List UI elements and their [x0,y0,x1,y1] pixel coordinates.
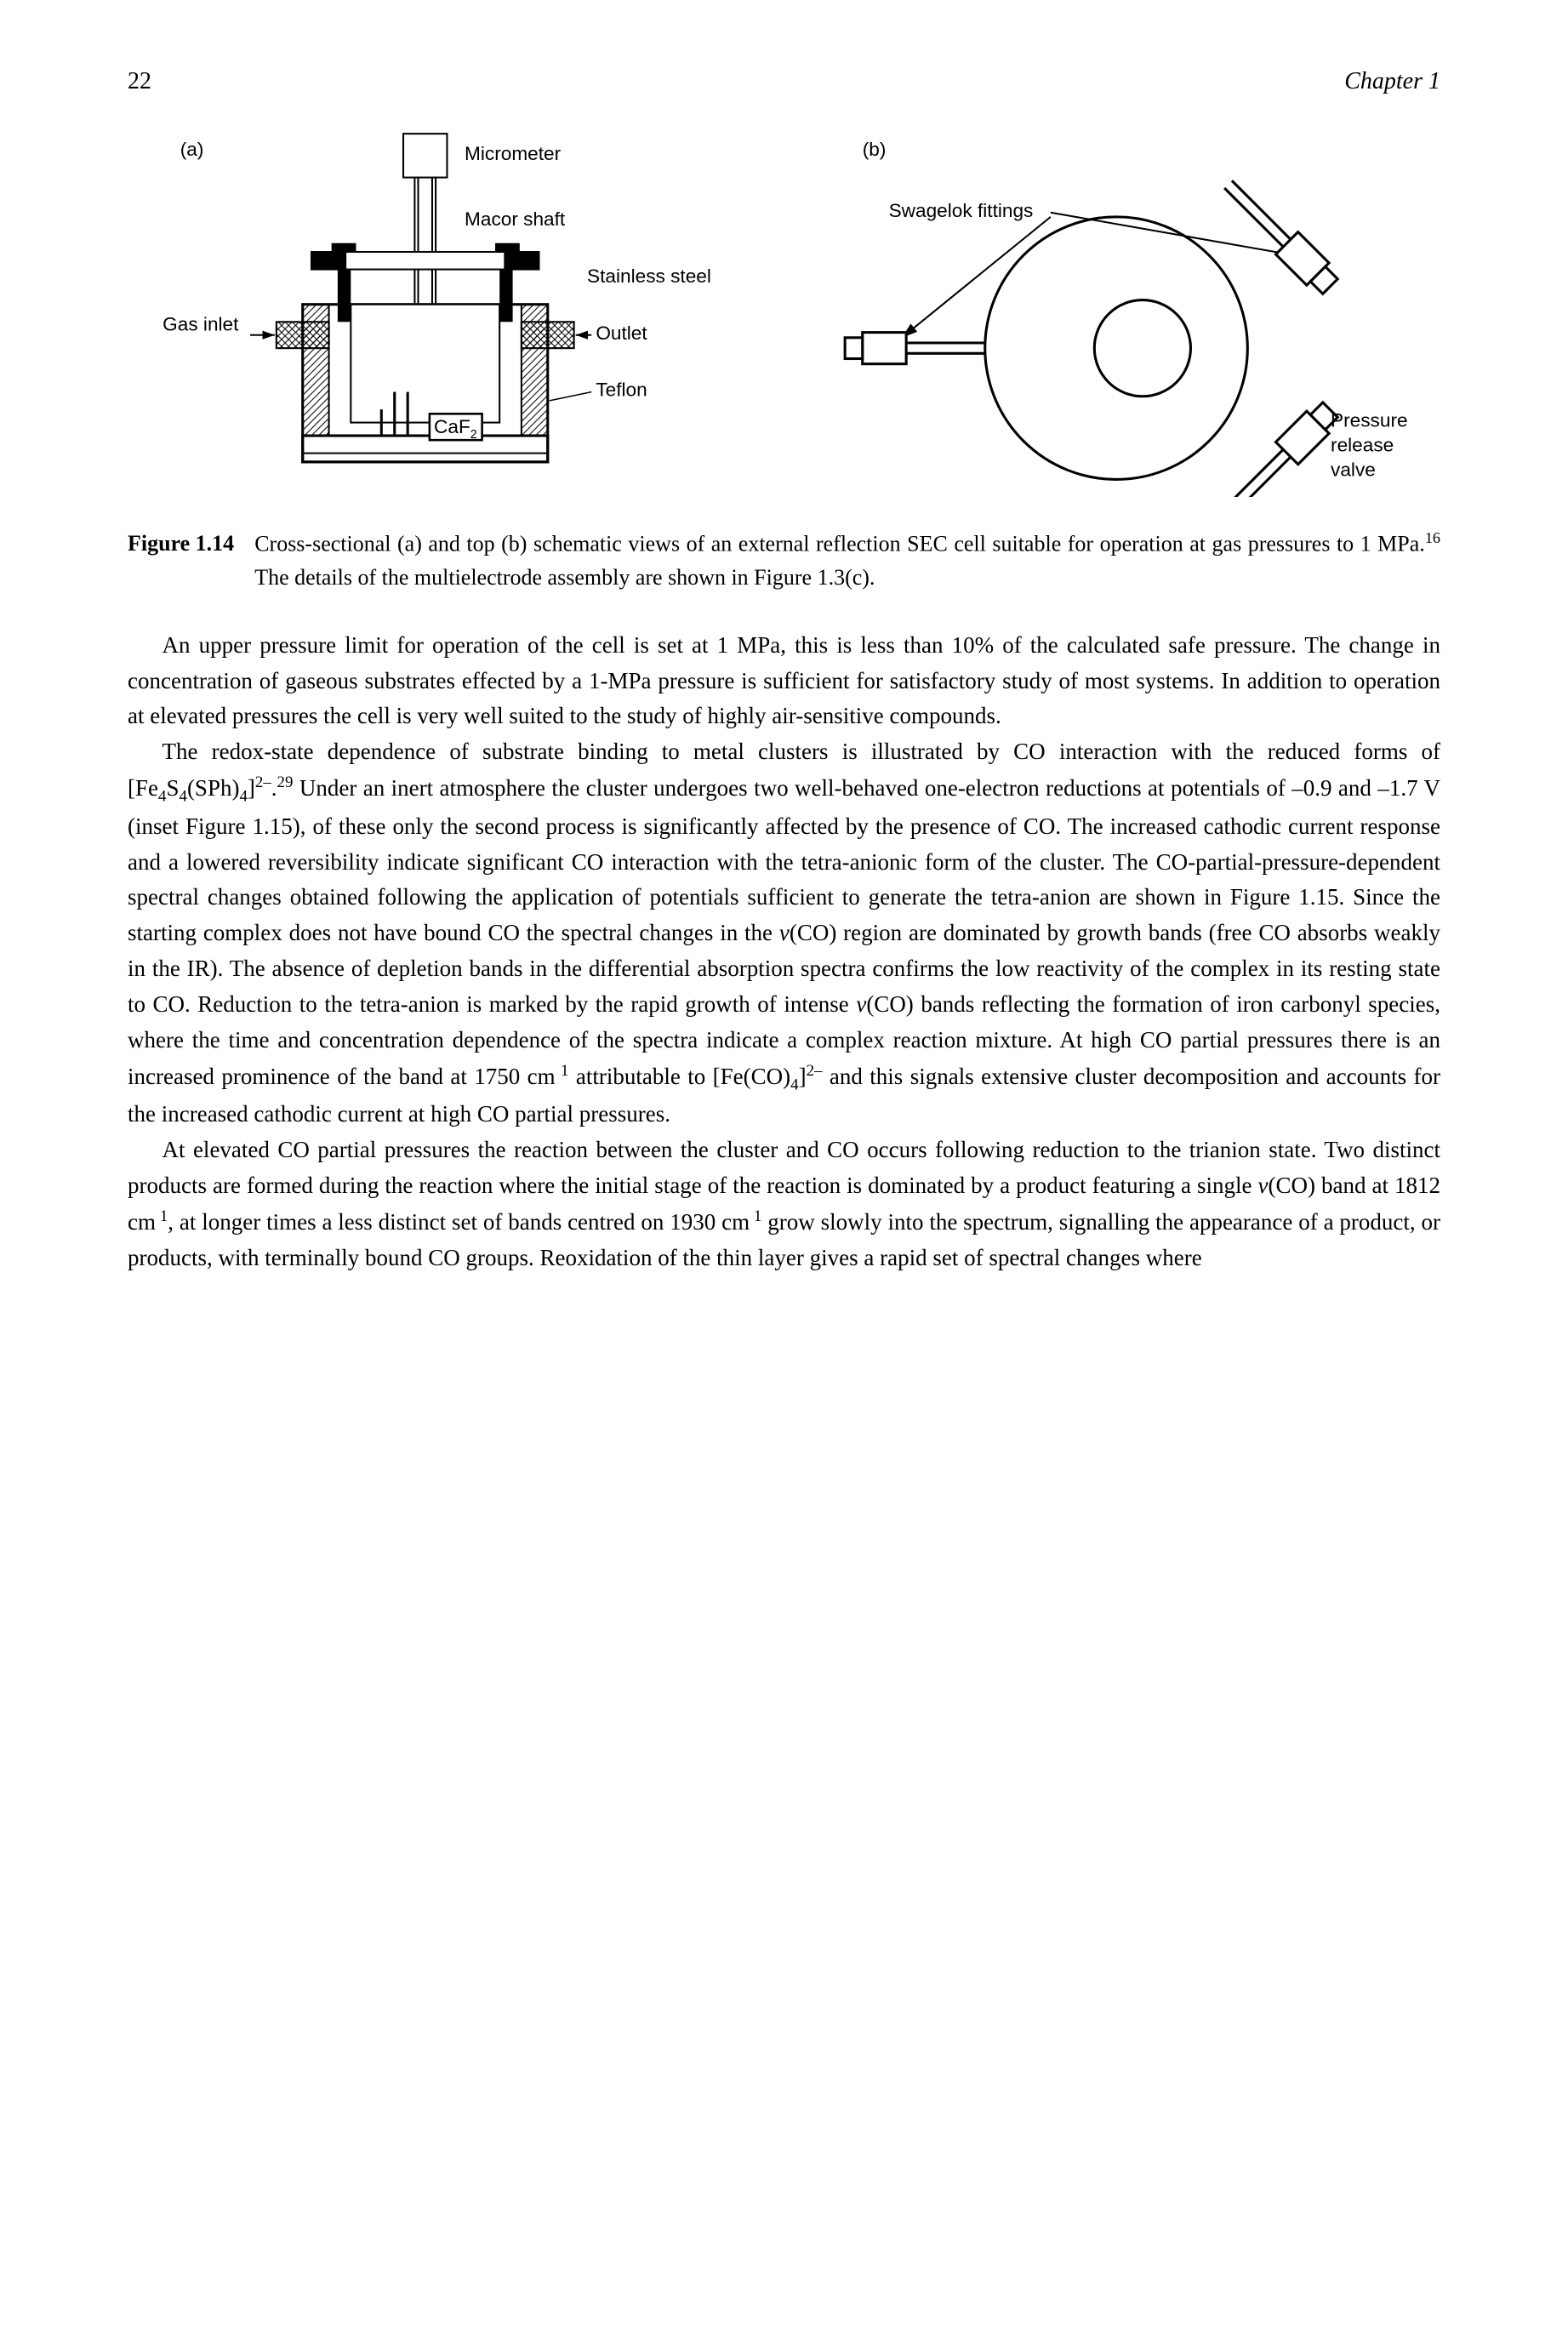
page-number: 22 [128,68,151,95]
p2-seg-c: (SPh) [187,775,240,801]
figure-panel-a: (a) Micrometer Macor shaft Stainless ste… [128,129,758,501]
pressure-release-l2: release [1331,435,1394,456]
page-header: 22 Chapter 1 [128,68,1440,95]
para-1: An upper pressure limit for operation of… [128,628,1440,735]
micrometer-label: Micrometer [465,143,562,164]
p2-seg-j: attributable to [Fe(CO) [569,1064,791,1089]
sub-4c: 4 [239,787,247,805]
figure-caption: Figure 1.14 Cross-sectional (a) and top … [128,527,1440,594]
p2-seg-b: S [166,775,179,801]
sup-neg1-c: 1 [750,1207,761,1225]
figure-diagrams: (a) Micrometer Macor shaft Stainless ste… [128,129,1440,501]
teflon-label: Teflon [596,379,647,401]
panel-a-svg: (a) Micrometer Macor shaft Stainless ste… [128,129,758,497]
outlet-label: Outlet [596,322,647,344]
pressure-release-l1: Pressure [1331,410,1408,431]
panel-b-label: (b) [863,139,887,160]
figure-panel-b: (b) Swagelok fittings [810,129,1440,501]
figure-caption-text: Cross-sectional (a) and top (b) schemati… [254,527,1440,594]
panel-a-label: (a) [180,139,204,160]
ref-29: 29 [277,773,294,791]
sub-4d: 4 [790,1076,798,1093]
figure-label: Figure 1.14 [128,527,234,594]
sup-neg1-b: 1 [156,1207,168,1225]
gas-inlet-label: Gas inlet [163,314,239,335]
sub-4b: 4 [179,787,186,805]
stainless-steel-label: Stainless steel [587,265,711,287]
sup-2minus-b: 2– [807,1062,823,1080]
sup-neg1-a: 1 [556,1062,569,1080]
pressure-release-l3: valve [1331,459,1376,480]
p2-seg-d: ] [248,775,255,801]
chapter-label: Chapter 1 [1344,68,1440,95]
nu-3: ν [1258,1173,1269,1198]
panel-b-svg: (b) Swagelok fittings [810,129,1440,497]
figure-1-14: (a) Micrometer Macor shaft Stainless ste… [128,129,1440,594]
caption-part-1: Cross-sectional (a) and top (b) schemati… [254,532,1425,556]
caption-part-2: The details of the multielectrode assemb… [254,565,875,590]
body-text: An upper pressure limit for operation of… [128,628,1440,1276]
nu-2: ν [856,991,866,1017]
p2-seg-k: ] [799,1064,807,1089]
swagelok-label: Swagelok fittings [889,200,1034,221]
caption-ref-16: 16 [1425,529,1440,546]
p3-seg-d: , at longer times a less distinct set of… [168,1209,750,1235]
macor-shaft-label: Macor shaft [465,208,566,230]
para-3: At elevated CO partial pressures the rea… [128,1133,1440,1275]
p3-seg-a: At elevated CO partial pressures the rea… [128,1137,1440,1198]
nu-1: ν [779,920,790,945]
para-2: The redox-state dependence of substrate … [128,734,1440,1133]
sup-2minus: 2– [255,773,271,791]
